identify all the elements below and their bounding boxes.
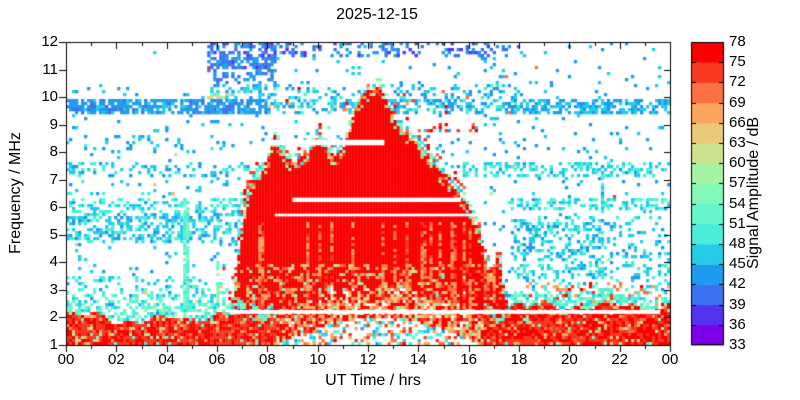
y-tick-label: 8 bbox=[49, 143, 58, 161]
x-tick-label: 20 bbox=[560, 351, 578, 368]
colorbar-tick-label: 45 bbox=[729, 255, 746, 273]
colorbar-tick-label: 48 bbox=[729, 235, 746, 252]
colorbar-tick-label: 42 bbox=[729, 275, 746, 293]
x-tick-label: 04 bbox=[158, 351, 175, 368]
x-tick-label: 00 bbox=[57, 351, 75, 368]
x-tick-label: 14 bbox=[409, 351, 427, 368]
colorbar-tick-label: 36 bbox=[729, 315, 746, 333]
x-tick-label: 10 bbox=[309, 351, 326, 368]
colorbar-tick-label: 69 bbox=[729, 93, 746, 111]
x-tick-label: 00 bbox=[661, 351, 679, 368]
x-tick-label: 08 bbox=[258, 351, 276, 368]
y-tick-label: 4 bbox=[49, 253, 58, 271]
y-tick-label: 1 bbox=[49, 336, 58, 353]
x-axis-label: UT Time / hrs bbox=[325, 372, 421, 389]
x-tick-label: 22 bbox=[611, 351, 628, 368]
y-tick-label: 2 bbox=[49, 308, 58, 326]
colorbar-tick-label: 60 bbox=[729, 154, 746, 172]
y-tick-label: 12 bbox=[41, 33, 58, 50]
colorbar-tick-label: 54 bbox=[729, 194, 746, 212]
x-tick-label: 02 bbox=[107, 351, 125, 368]
y-axis-label: Frequency / MHz bbox=[7, 132, 24, 254]
y-tick-label: 11 bbox=[42, 60, 58, 78]
y-tick-label: 10 bbox=[41, 88, 58, 106]
y-tick-label: 9 bbox=[49, 115, 58, 133]
y-tick-label: 5 bbox=[49, 225, 58, 243]
y-tick-label: 6 bbox=[49, 198, 58, 216]
x-tick-label: 06 bbox=[208, 351, 226, 368]
colorbar-tick-label: 75 bbox=[729, 53, 746, 71]
x-tick-label: 12 bbox=[359, 351, 377, 368]
colorbar-tick-label: 51 bbox=[729, 214, 746, 232]
y-tick-label: 7 bbox=[49, 170, 58, 188]
colorbar-tick-label: 57 bbox=[729, 174, 746, 192]
colorbar-tick-label: 66 bbox=[729, 113, 746, 131]
colorbar-tick-label: 39 bbox=[729, 295, 746, 313]
x-tick-label: 16 bbox=[460, 351, 477, 368]
colorbar-tick-label: 72 bbox=[729, 73, 746, 91]
colorbar-tick-label: 63 bbox=[729, 134, 746, 151]
colorbar-tick-label: 78 bbox=[729, 33, 746, 50]
colorbar-tick-label: 33 bbox=[729, 336, 746, 353]
chart-title: 2025-12-15 bbox=[336, 6, 418, 23]
colorbar-label: Signal Amplitude / dB bbox=[745, 116, 762, 270]
y-tick-label: 3 bbox=[49, 280, 58, 298]
x-tick-label: 18 bbox=[510, 351, 528, 368]
